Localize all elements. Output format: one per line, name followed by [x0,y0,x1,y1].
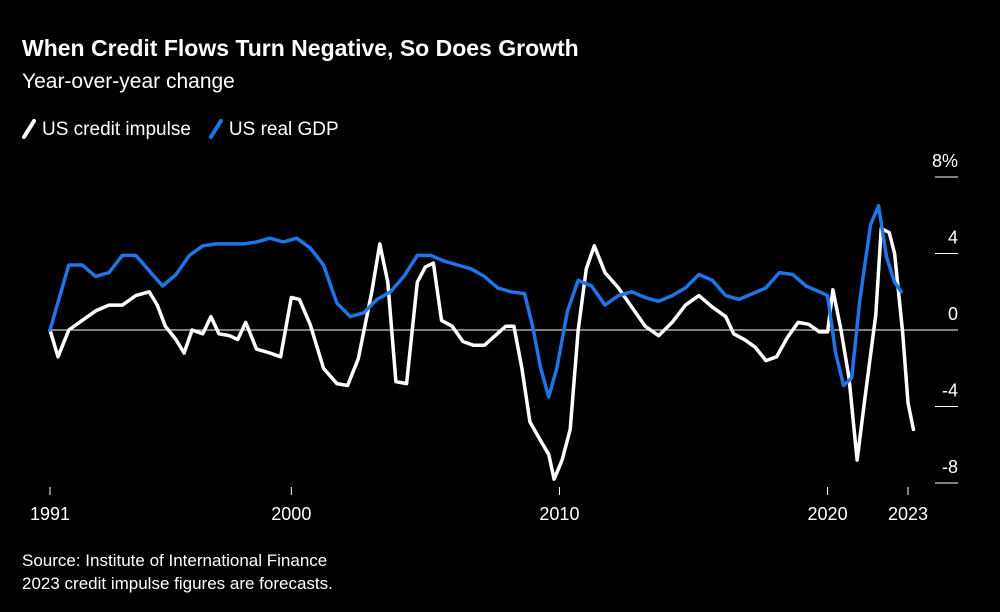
x-tick-label: 1991 [30,504,70,524]
x-tick-label: 2023 [888,504,928,524]
x-tick-label: 2010 [539,504,579,524]
note: 2023 credit impulse figures are forecast… [22,574,333,593]
source: Source: Institute of International Finan… [22,551,327,570]
chart-subtitle: Year-over-year change [22,70,235,93]
legend-icon [22,119,36,139]
y-tick-label: 8% [932,151,958,171]
x-tick-label: 2020 [808,504,848,524]
chart-title: When Credit Flows Turn Negative, So Does… [22,35,579,61]
y-tick-label: 0 [948,304,958,324]
x-tick-label: 2000 [271,504,311,524]
y-tick-label: -4 [942,381,958,401]
series-line [48,226,916,481]
y-tick-label: -8 [942,457,958,477]
y-tick-label: 4 [948,228,958,248]
legend-label: US real GDP [229,119,339,140]
series-line [48,203,904,399]
legend-icon [208,119,223,139]
legend-label: US credit impulse [42,119,191,140]
